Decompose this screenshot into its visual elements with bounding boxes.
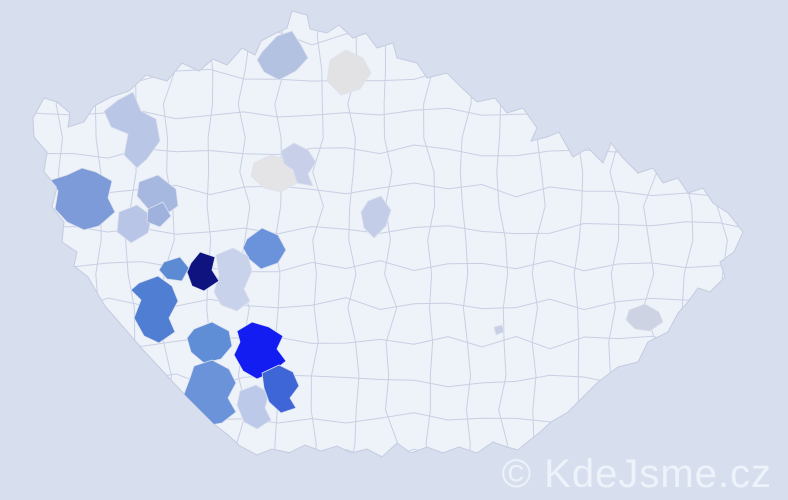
map-district-region-12[interactable] bbox=[213, 247, 253, 312]
map-district-region-06[interactable] bbox=[116, 204, 153, 244]
map-district-region-09[interactable] bbox=[280, 142, 317, 187]
map-district-region-20[interactable] bbox=[261, 364, 300, 414]
map-district-region-16[interactable] bbox=[186, 321, 233, 364]
map-district-region-13[interactable] bbox=[186, 251, 220, 292]
map-district-region-04[interactable] bbox=[50, 167, 116, 231]
map-district-region-07[interactable] bbox=[146, 201, 172, 228]
map-district-region-14[interactable] bbox=[158, 256, 190, 282]
map-district-region-22[interactable] bbox=[493, 324, 505, 336]
kdejsme-watermark: © KdeJsme.cz bbox=[502, 452, 772, 496]
shaded-districts-layer bbox=[50, 30, 664, 430]
map-district-region-01[interactable] bbox=[256, 30, 309, 81]
map-district-region-05[interactable] bbox=[136, 174, 179, 217]
map-district-region-11[interactable] bbox=[242, 227, 287, 270]
map-district-region-19[interactable] bbox=[236, 384, 272, 430]
map-district-region-10[interactable] bbox=[360, 195, 392, 239]
map-district-region-03[interactable] bbox=[103, 91, 161, 169]
map-district-region-15[interactable] bbox=[130, 275, 179, 344]
map-district-region-21[interactable] bbox=[625, 303, 664, 332]
map-district-region-02[interactable] bbox=[326, 49, 372, 96]
